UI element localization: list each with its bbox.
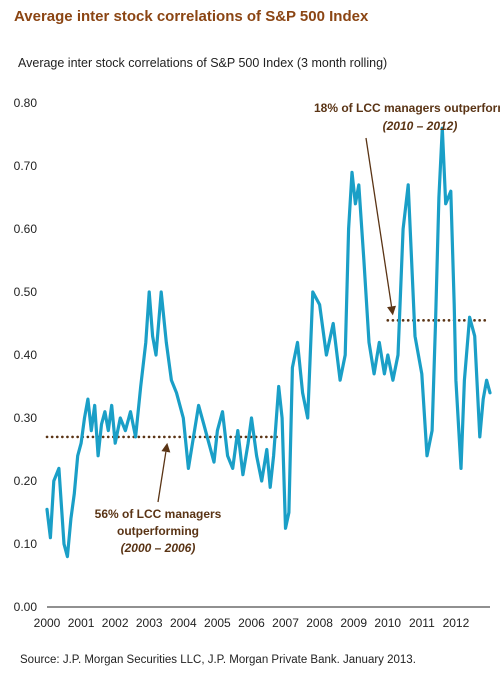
- x-tick-label: 2000: [34, 616, 61, 630]
- x-tick-label: 2007: [272, 616, 299, 630]
- x-tick-label: 2008: [306, 616, 333, 630]
- y-tick-label: 0.10: [14, 537, 38, 551]
- reference-lines: [45, 319, 490, 439]
- annotations: 18% of LCC managers outperforming (2010 …: [95, 101, 500, 555]
- y-tick-label: 0.70: [14, 159, 38, 173]
- annotation-lcc-2010-arrowhead: [387, 305, 396, 316]
- annotation-lcc-2000-line2: outperforming: [117, 524, 199, 538]
- annotation-lcc-2010-line1: 18% of LCC managers outperforming: [314, 101, 500, 115]
- x-tick-label: 2010: [374, 616, 401, 630]
- annotation-lcc-2010: 18% of LCC managers outperforming (2010 …: [314, 101, 500, 316]
- y-tick-label: 0.80: [14, 96, 38, 110]
- y-tick-label: 0.30: [14, 411, 38, 425]
- x-tick-label: 2002: [102, 616, 129, 630]
- line-chart: 0.00 0.10 0.20 0.30 0.40 0.50 0.60 0.70 0.80 200…: [14, 96, 500, 630]
- x-tick-label: 2009: [340, 616, 367, 630]
- x-tick-label: 2003: [136, 616, 163, 630]
- source-note: Source: J.P. Morgan Securities LLC, J.P.…: [20, 654, 416, 666]
- x-axis-ticks: 2000 2001 2002 2003 2004 2005 2006 2007 2008 2009…: [34, 616, 470, 630]
- chart-subtitle: Average inter stock correlations of S&P …: [18, 56, 388, 70]
- x-tick-label: 2006: [238, 616, 265, 630]
- annotation-lcc-2010-arrow: [365, 137, 393, 307]
- y-tick-label: 0.20: [14, 474, 38, 488]
- y-axis-ticks: 0.00 0.10 0.20 0.30 0.40 0.50 0.60 0.70 0.80: [14, 96, 38, 614]
- x-tick-label: 2005: [204, 616, 231, 630]
- annotation-lcc-2010-line2: (2010 – 2012): [383, 119, 458, 133]
- x-tick-label: 2011: [409, 616, 435, 630]
- annotation-lcc-2000: 56% of LCC managers outperforming (2000 …: [95, 442, 222, 555]
- annotation-lcc-2000-line3: (2000 – 2006): [121, 541, 196, 555]
- x-tick-label: 2004: [170, 616, 197, 630]
- x-tick-label: 2001: [68, 616, 95, 630]
- y-tick-label: 0.40: [14, 348, 38, 362]
- y-tick-label: 0.50: [14, 285, 38, 299]
- y-tick-label: 0.60: [14, 222, 38, 236]
- annotation-lcc-2000-arrowhead: [161, 442, 171, 453]
- annotation-lcc-2000-arrow: [157, 451, 167, 503]
- y-tick-label: 0.00: [14, 600, 38, 614]
- page-title: Average inter stock correlations of S&P …: [14, 8, 369, 25]
- series-line: [45, 126, 492, 559]
- annotation-lcc-2000-line1: 56% of LCC managers: [95, 507, 222, 521]
- x-tick-label: 2012: [443, 616, 470, 630]
